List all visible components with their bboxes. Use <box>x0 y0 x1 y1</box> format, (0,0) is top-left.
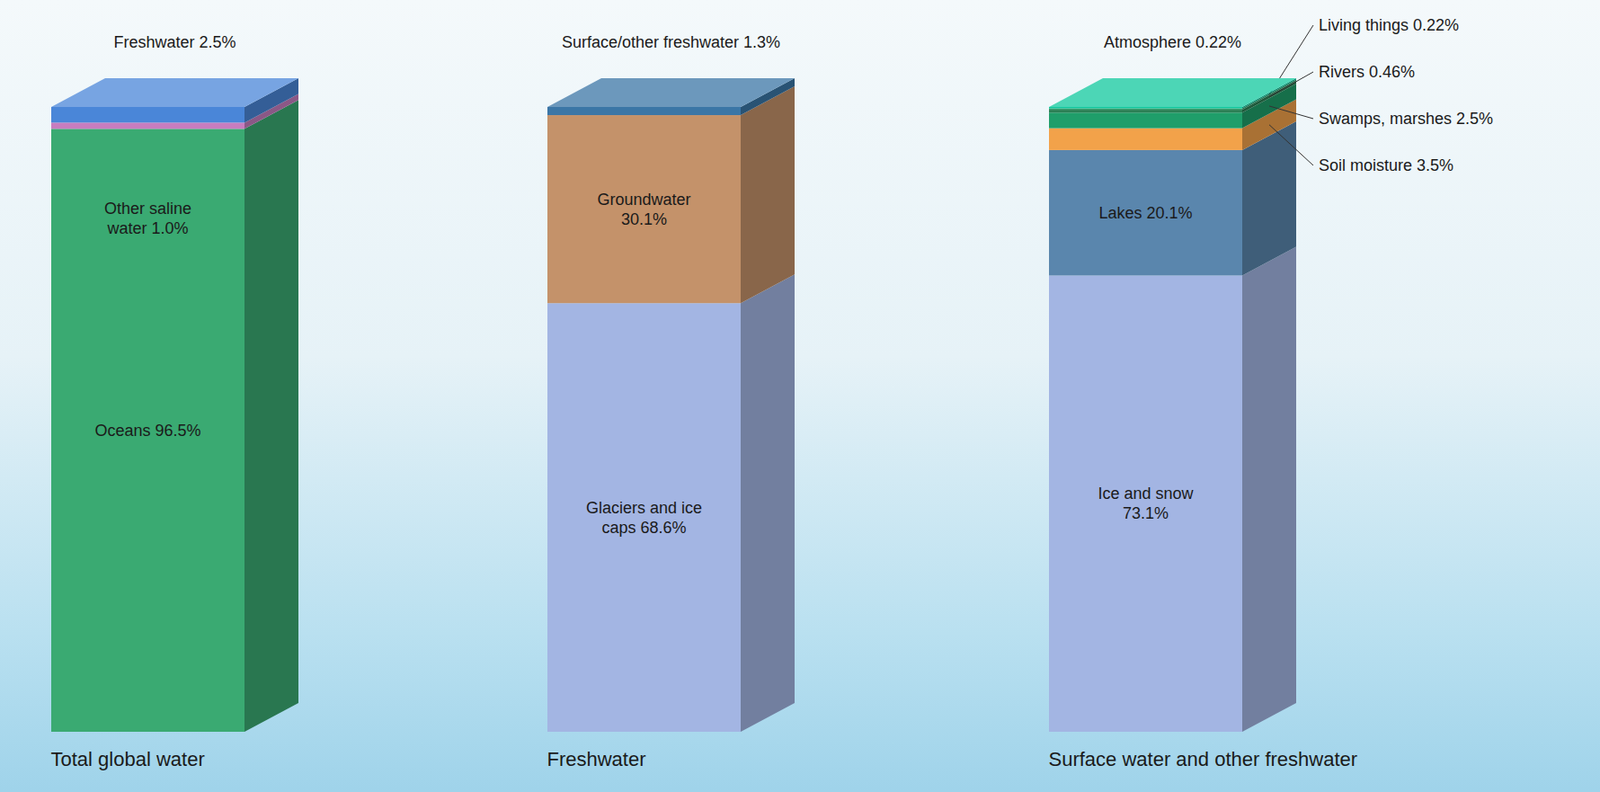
svg-text:Surface water and other freshw: Surface water and other freshwater <box>1048 747 1359 771</box>
svg-text:Surface/other freshwater 1.3%: Surface/other freshwater 1.3% <box>561 33 781 52</box>
svg-text:Swamps, marshes 2.5%: Swamps, marshes 2.5% <box>1318 109 1494 128</box>
svg-text:Rivers 0.46%: Rivers 0.46% <box>1318 62 1415 81</box>
svg-text:Ice and snow73.1%: Ice and snow73.1% <box>1097 484 1194 523</box>
svg-text:Glaciers and icecaps 68.6%: Glaciers and icecaps 68.6% <box>586 498 703 537</box>
svg-text:Atmosphere 0.22%: Atmosphere 0.22% <box>1103 33 1242 52</box>
svg-text:Freshwater: Freshwater <box>547 747 647 771</box>
svg-text:Lakes 20.1%: Lakes 20.1% <box>1098 204 1192 223</box>
svg-text:Living things 0.22%: Living things 0.22% <box>1318 16 1459 35</box>
svg-text:Oceans 96.5%: Oceans 96.5% <box>94 421 201 440</box>
svg-text:Soil moisture 3.5%: Soil moisture 3.5% <box>1318 156 1454 175</box>
svg-text:Other salinewater 1.0%: Other salinewater 1.0% <box>104 199 192 238</box>
svg-text:Total global water: Total global water <box>51 747 205 771</box>
svg-text:Groundwater30.1%: Groundwater30.1% <box>596 190 691 229</box>
svg-text:Freshwater 2.5%: Freshwater 2.5% <box>113 33 236 52</box>
